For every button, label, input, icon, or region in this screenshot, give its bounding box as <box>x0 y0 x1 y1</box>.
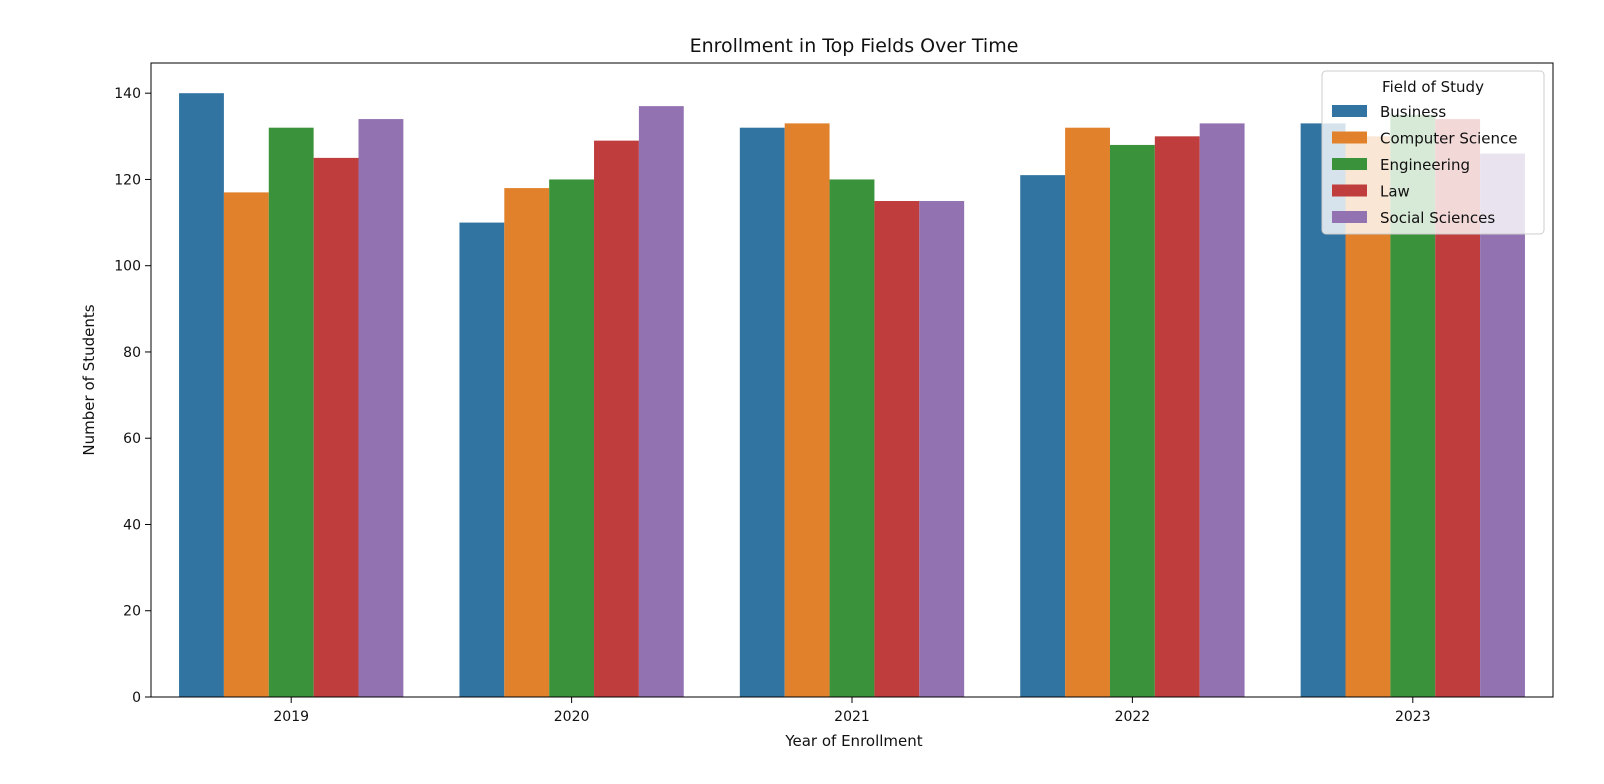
bar-engineering-2021 <box>829 179 875 697</box>
y-axis: 0 20 40 60 80 100 120 140 <box>114 86 151 706</box>
bar-social-sciences-2021 <box>919 201 965 697</box>
legend-label-business: Business <box>1380 103 1446 121</box>
x-axis-label: Year of Enrollment <box>784 732 922 750</box>
legend-box <box>1321 70 1545 235</box>
x-tick-label: 2019 <box>273 709 309 725</box>
legend-items: Business Computer Science Engineering Law So… <box>1332 103 1517 227</box>
bar-law-2019 <box>313 157 359 698</box>
bars-group <box>179 93 1525 698</box>
bar-law-2022 <box>1154 136 1200 698</box>
chart-title: Enrollment in Top Fields Over Time <box>690 35 1019 57</box>
y-tick-label: 0 <box>132 690 141 706</box>
bar-business-2021 <box>739 127 785 698</box>
y-tick-label: 60 <box>123 431 141 447</box>
bar-computer-science-2021 <box>784 123 830 697</box>
legend-swatch-law <box>1332 184 1367 197</box>
y-tick-label: 100 <box>114 259 141 275</box>
bar-social-sciences-2019 <box>358 119 404 698</box>
bar-social-sciences-2023 <box>1480 153 1525 698</box>
bar-business-2020 <box>459 222 505 697</box>
bar-computer-science-2022 <box>1065 127 1110 698</box>
legend-label-engineering: Engineering <box>1380 156 1470 174</box>
y-tick-label: 40 <box>123 517 141 533</box>
bar-social-sciences-2020 <box>638 106 684 697</box>
x-tick-label: 2022 <box>1115 709 1151 725</box>
y-axis-label: Number of Students <box>80 304 98 455</box>
bar-engineering-2020 <box>549 179 595 697</box>
legend-label-law: Law <box>1380 183 1410 201</box>
bar-business-2019 <box>179 93 224 697</box>
bar-computer-science-2019 <box>223 192 269 697</box>
legend-label-social-sciences: Social Sciences <box>1380 209 1495 227</box>
bar-social-sciences-2022 <box>1199 123 1245 697</box>
y-tick-label: 20 <box>123 604 141 620</box>
legend-swatch-computer-science <box>1332 131 1367 144</box>
bar-law-2021 <box>874 201 920 697</box>
legend-label-computer-science: Computer Science <box>1380 130 1517 148</box>
y-tick-label: 120 <box>114 172 141 188</box>
bar-computer-science-2020 <box>504 188 550 697</box>
bar-law-2020 <box>594 140 639 697</box>
y-tick-label: 140 <box>114 86 141 102</box>
y-tick-label: 80 <box>123 345 141 361</box>
bar-business-2022 <box>1020 175 1066 697</box>
legend-swatch-business <box>1332 105 1367 117</box>
legend-swatch-social-sciences <box>1332 211 1367 223</box>
x-tick-label: 2020 <box>554 709 590 725</box>
legend-title: Field of Study <box>1382 78 1484 96</box>
legend: Field of Study Business Computer Science E… <box>1321 70 1545 235</box>
x-axis: 2019 2020 2021 2022 2023 <box>273 697 1431 725</box>
legend-swatch-engineering <box>1332 158 1367 170</box>
bar-engineering-2019 <box>268 127 314 698</box>
x-tick-label: 2021 <box>834 709 870 725</box>
bar-engineering-2022 <box>1109 144 1155 698</box>
x-tick-label: 2023 <box>1395 709 1431 725</box>
